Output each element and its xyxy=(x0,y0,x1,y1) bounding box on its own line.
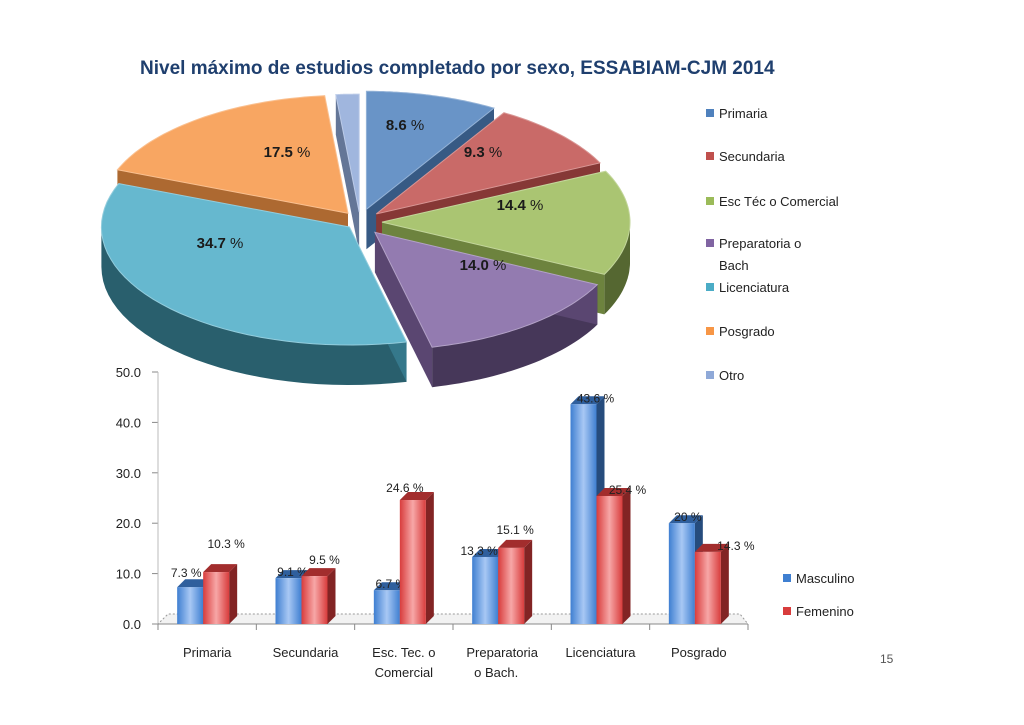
bar-legend: Masculino Femenino xyxy=(783,571,855,619)
bar-femenino-primaria xyxy=(203,564,238,624)
pie-slice-posgrado xyxy=(116,95,349,214)
pie-slice-side-licenciatura xyxy=(101,227,407,385)
x-category-label-posgrado: Posgrado xyxy=(671,645,727,660)
pie-slice-otro xyxy=(335,93,360,213)
data-label-femenino-esc-tec-o-comercial: 24.6 % xyxy=(386,481,424,495)
y-tick-label: 10.0 xyxy=(116,567,141,582)
y-tick-label: 0.0 xyxy=(123,617,141,632)
legend-label-otro: Otro xyxy=(719,368,744,383)
legend-swatch-licenciatura xyxy=(706,283,714,291)
pie-slice-licenciatura xyxy=(100,183,408,346)
legend-swatch-secundaria xyxy=(706,152,714,160)
chart-title: Nivel máximo de estudios completado por … xyxy=(140,58,775,79)
legend-label-masculino: Masculino xyxy=(796,571,855,586)
legend-label-preparatoria-o-bach: Preparatoria o Bach xyxy=(719,236,801,273)
y-tick-label: 20.0 xyxy=(116,516,141,531)
data-label-femenino-licenciatura: 25.4 % xyxy=(609,483,647,497)
y-tick-label: 30.0 xyxy=(116,466,141,481)
legend-label-licenciatura: Licenciatura xyxy=(719,280,790,295)
legend-swatch-posgrado xyxy=(706,327,714,335)
bar-femenino-preparatoria-o-bach xyxy=(498,539,533,624)
legend-swatch-esc-tec-o-comercial xyxy=(706,197,714,205)
bar-femenino-secundaria xyxy=(301,568,336,624)
bar-chart: 0.0 10.0 20.0 30.0 40.0 50.0 7.3 % 10.3 % Primar… xyxy=(116,365,755,680)
data-label-masculino-posgrado: 20 % xyxy=(674,510,702,524)
legend-label-secundaria: Secundaria xyxy=(719,149,786,164)
data-label-masculino-esc-tec-o-comercial: 6.7 % xyxy=(375,577,406,591)
data-label-femenino-posgrado: 14.3 % xyxy=(717,539,755,553)
pie-label-primaria: 8.6 % xyxy=(386,117,424,134)
bar-femenino-posgrado xyxy=(694,543,729,624)
x-category-label-secundaria: Secundaria xyxy=(273,645,340,660)
pie-label-posgrado: 17.5 % xyxy=(264,144,311,161)
pie-label-preparatoria-o-bach: 14.0 % xyxy=(460,257,507,274)
data-label-masculino-primaria: 7.3 % xyxy=(171,566,202,580)
x-category-label-licenciatura: Licenciatura xyxy=(565,645,636,660)
pie-slice-esc-tec-o-comercial xyxy=(381,170,631,275)
legend-label-esc-tec-o-comercial: Esc Téc o Comercial xyxy=(719,194,839,209)
legend-swatch-primaria xyxy=(706,109,714,117)
pie-legend: Primaria Secundaria Esc Téc o Comercial Pre… xyxy=(706,106,839,383)
legend-label-posgrado: Posgrado xyxy=(719,324,775,339)
data-label-femenino-preparatoria-o-bach: 15.1 % xyxy=(496,523,534,537)
legend-label-femenino: Femenino xyxy=(796,604,854,619)
bar-femenino-licenciatura xyxy=(596,487,631,624)
legend-swatch-masculino xyxy=(783,574,791,582)
x-category-label-preparatoria-o-bach: Preparatoria o Bach. xyxy=(466,645,538,680)
pie-label-esc-tec-o-comercial: 14.4 % xyxy=(497,197,544,214)
data-label-masculino-licenciatura: 43.6 % xyxy=(577,391,615,405)
data-label-masculino-secundaria: 9.1 % xyxy=(277,565,308,579)
pie-slice-wall-otro-0 xyxy=(335,94,360,253)
y-tick-label: 50.0 xyxy=(116,365,141,380)
x-category-label-primaria: Primaria xyxy=(183,645,232,660)
y-tick-label: 40.0 xyxy=(116,415,141,430)
data-label-femenino-secundaria: 9.5 % xyxy=(309,553,340,567)
data-label-masculino-preparatoria-o-bach: 13.3 % xyxy=(460,544,498,558)
pie-label-licenciatura: 34.7 % xyxy=(197,235,244,252)
page-number: 15 xyxy=(880,652,894,666)
legend-swatch-femenino xyxy=(783,607,791,615)
pie-slice-secundaria xyxy=(375,112,602,215)
legend-label-primaria: Primaria xyxy=(719,106,768,121)
pie-chart: 8.6 % 9.3 % 14.4 % 14.0 % 34.7 % 17.5 % xyxy=(100,90,631,388)
pie-slice-side-preparatoria-o-bach xyxy=(432,284,598,388)
data-label-femenino-primaria: 10.3 % xyxy=(207,537,245,551)
chart-floor xyxy=(156,613,750,625)
legend-swatch-otro xyxy=(706,371,714,379)
pie-label-secundaria: 9.3 % xyxy=(464,144,502,161)
legend-swatch-preparatoria-o-bach xyxy=(706,239,714,247)
pie-slice-side-esc-tec-o-comercial xyxy=(604,222,630,315)
pie-slice-preparatoria-o-bach xyxy=(373,231,599,348)
bar-femenino-esc-tec-o-comercial xyxy=(399,492,434,624)
pie-slice-wall-preparatoria-o-bach-1 xyxy=(374,232,433,388)
x-category-label-esc-tec-o-comercial: Esc. Tec. o Comercial xyxy=(372,645,435,680)
pie-slice-primaria xyxy=(365,90,496,211)
